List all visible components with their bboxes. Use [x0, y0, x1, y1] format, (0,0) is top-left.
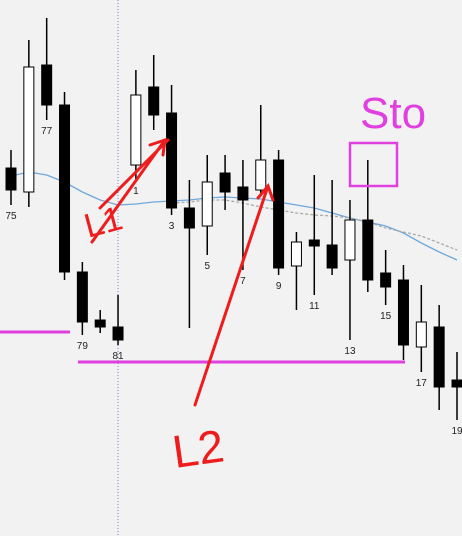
- candle-body: [130, 94, 142, 166]
- moving-average: [10, 171, 458, 261]
- bar-label: 5: [204, 261, 210, 272]
- candle-body: [362, 219, 374, 281]
- bar-label: 77: [41, 126, 53, 137]
- candle-body: [76, 271, 88, 323]
- candle-body: [201, 181, 213, 227]
- candle-body: [290, 241, 302, 267]
- bar-label: 15: [380, 311, 392, 322]
- stop-box: [348, 141, 399, 188]
- bar-label: 81: [112, 351, 124, 362]
- bar-label: 79: [77, 341, 89, 352]
- candle-body: [41, 64, 53, 106]
- arrows: [90, 137, 275, 407]
- annotation: L2: [169, 419, 227, 478]
- bar-label: 19: [451, 426, 462, 437]
- bar-label: 17: [416, 378, 428, 389]
- annotation: Sto: [360, 89, 426, 138]
- candle-body: [219, 172, 231, 193]
- candle-body: [23, 66, 35, 193]
- candle-body: [433, 326, 445, 388]
- bar-label: 9: [276, 281, 282, 292]
- candle-body: [94, 319, 106, 328]
- candle-body: [255, 159, 267, 191]
- bar-label: 75: [5, 211, 17, 222]
- candle-body: [415, 321, 427, 348]
- candle-body: [308, 239, 320, 247]
- arrow: [98, 138, 170, 210]
- candle-body: [397, 279, 409, 346]
- candle-body: [59, 104, 71, 273]
- moving-average: [171, 199, 458, 251]
- bar-label: 7: [240, 276, 246, 287]
- bar-label: 1: [133, 186, 139, 197]
- candle-body: [112, 326, 124, 341]
- candle-body: [237, 186, 249, 201]
- candle-body: [451, 379, 462, 388]
- candle-body: [273, 159, 285, 269]
- bar-label: 11: [309, 301, 320, 312]
- candle-body: [183, 207, 195, 229]
- candle-body: [5, 167, 17, 191]
- candle-body: [344, 219, 356, 261]
- arrow: [193, 183, 275, 407]
- candle-body: [148, 86, 160, 116]
- candle-body: [380, 272, 392, 288]
- candle-body: [326, 244, 338, 269]
- bar-label: 13: [344, 346, 356, 357]
- candle-body: [166, 112, 178, 209]
- bar-label: 3: [169, 221, 175, 232]
